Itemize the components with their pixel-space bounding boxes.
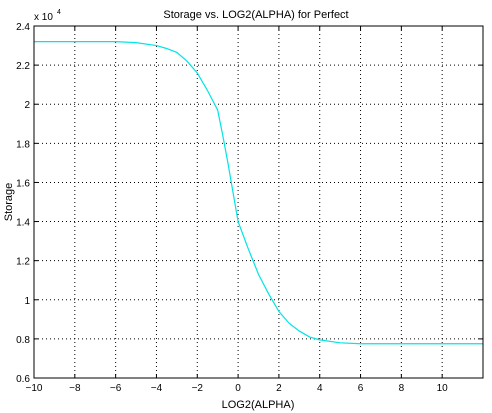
plot-frame [33,25,484,379]
x-tick-label: −8 [69,383,81,394]
x-tick-label: 2 [276,383,282,394]
x-tick-labels: −10 −8 −6 −4 −2 0 2 4 6 8 10 [26,383,449,394]
series-line [34,41,483,345]
y-tick-label: 1 [24,296,30,307]
y-tick-label: 2 [24,100,30,111]
y-tick-label: 1.2 [16,257,30,268]
grid-lines [34,26,483,378]
x-tick-label: −6 [110,383,122,394]
y-tick-label: 1.6 [16,178,30,189]
y-exponent-label: x 10 [34,12,53,23]
x-tick-label: 0 [235,383,241,394]
series-layer [34,41,483,345]
y-tick-label: 0.6 [16,374,30,385]
axis-ticks [33,25,483,379]
y-tick-labels: 0.6 0.8 1 1.2 1.4 1.6 1.8 2 2.2 2.4 [16,22,30,385]
x-tick-label: −4 [151,383,163,394]
y-axis-label: Storage [3,183,15,222]
x-tick-label: 8 [399,383,405,394]
x-tick-label: −2 [192,383,204,394]
y-tick-label: 0.8 [16,335,30,346]
y-tick-label: 2.2 [16,61,30,72]
y-tick-label: 1.4 [16,218,30,229]
x-tick-label: 4 [317,383,323,394]
x-tick-label: 6 [358,383,364,394]
y-tick-label: 2.4 [16,22,30,33]
x-tick-label: −10 [26,383,43,394]
x-axis-label: LOG2(ALPHA) [222,399,295,411]
y-exponent-power: 4 [57,9,61,16]
chart-title: Storage vs. LOG2(ALPHA) for Perfect [163,9,348,21]
y-tick-label: 1.8 [16,139,30,150]
x-tick-label: 10 [437,383,449,394]
